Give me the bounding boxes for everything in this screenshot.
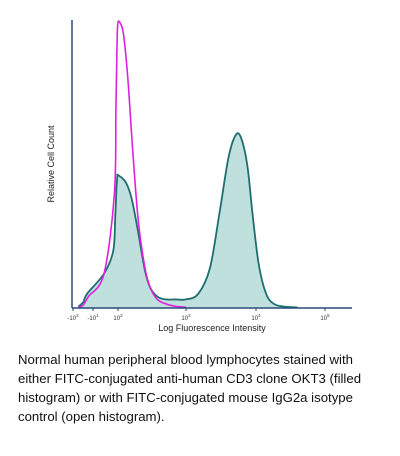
x-tick-label: -103: [67, 313, 79, 322]
x-tick-label: 102: [113, 313, 123, 322]
y-axis-label: Relative Cell Count: [46, 125, 56, 203]
x-tick-label: 104: [251, 313, 261, 322]
x-tick-label: -101: [87, 313, 99, 322]
x-axis-label: Log Fluorescence Intensity: [158, 323, 266, 333]
filled-histogram-area: [78, 133, 298, 308]
plot-area: [77, 20, 298, 309]
histogram-chart: -103 -101 102 103 104 105 Log Fluorescence In…: [46, 20, 352, 333]
x-ticks: -103 -101 102 103 104 105: [67, 308, 330, 322]
x-tick-label: 103: [181, 313, 191, 322]
x-tick-label: 105: [320, 313, 330, 322]
figure-caption: Normal human peripheral blood lymphocyte…: [18, 352, 362, 424]
filled-histogram-line: [77, 132, 298, 309]
open-histogram-line: [77, 20, 187, 309]
